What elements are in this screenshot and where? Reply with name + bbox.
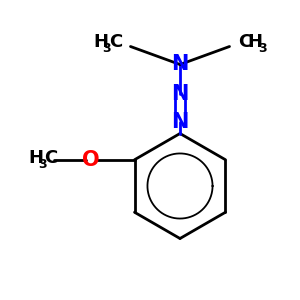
Text: N: N — [171, 112, 189, 131]
Text: O: O — [82, 150, 100, 170]
Text: N: N — [171, 55, 189, 74]
Text: 3: 3 — [258, 41, 267, 55]
Text: C: C — [238, 33, 251, 51]
Text: 3: 3 — [38, 158, 46, 171]
Text: H: H — [93, 33, 108, 51]
Text: 3: 3 — [102, 41, 111, 55]
Text: C: C — [109, 33, 122, 51]
Text: H: H — [248, 33, 262, 51]
Text: H: H — [28, 149, 43, 167]
Text: N: N — [171, 85, 189, 104]
Text: C: C — [44, 149, 57, 167]
